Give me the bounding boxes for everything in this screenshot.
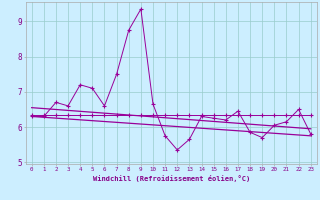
X-axis label: Windchill (Refroidissement éolien,°C): Windchill (Refroidissement éolien,°C) [92,175,250,182]
